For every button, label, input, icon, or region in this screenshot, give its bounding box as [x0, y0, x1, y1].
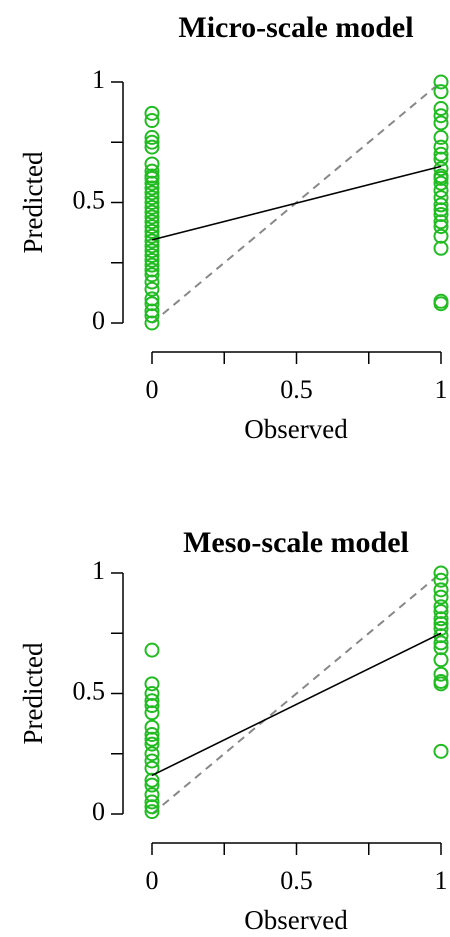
point	[144, 248, 160, 264]
x-tick-label: 1	[435, 866, 448, 895]
point	[433, 635, 449, 651]
point	[144, 139, 160, 155]
point	[433, 197, 449, 213]
point	[144, 804, 160, 820]
x-tick-label: 1	[435, 375, 448, 404]
point	[144, 257, 160, 273]
point	[144, 209, 160, 225]
point	[433, 582, 449, 598]
point	[144, 190, 160, 206]
point	[144, 185, 160, 201]
point	[144, 199, 160, 215]
point	[433, 146, 449, 162]
point	[433, 743, 449, 759]
point	[433, 620, 449, 636]
point	[144, 772, 160, 788]
point	[144, 180, 160, 196]
point	[144, 223, 160, 239]
y-tick-label: 0.5	[73, 676, 106, 705]
y-axis-label: Predicted	[18, 642, 48, 744]
point	[144, 753, 160, 769]
point	[433, 101, 449, 117]
point	[144, 252, 160, 268]
point	[144, 170, 160, 186]
point	[144, 746, 160, 762]
point	[433, 108, 449, 124]
fit-line	[151, 165, 442, 241]
chart-title: Meso-scale model	[183, 526, 409, 559]
point	[433, 129, 449, 145]
point	[144, 195, 160, 210]
x-axis-label: Observed	[244, 414, 348, 444]
point	[433, 175, 449, 191]
point	[433, 565, 449, 581]
point	[144, 731, 160, 747]
point	[433, 611, 449, 627]
point	[144, 129, 160, 145]
point	[144, 726, 160, 742]
point	[144, 175, 160, 191]
y-tick-label: 1	[92, 65, 105, 94]
point	[433, 214, 449, 230]
fit-line	[151, 632, 442, 777]
y-tick-label: 0	[92, 306, 105, 335]
y-tick-label: 0.5	[73, 185, 106, 214]
point	[144, 228, 160, 244]
point	[433, 182, 449, 198]
point	[433, 84, 449, 100]
point	[433, 115, 449, 131]
point	[144, 233, 160, 249]
point	[433, 219, 449, 235]
x-tick-label: 0.5	[280, 375, 313, 404]
point	[144, 308, 160, 324]
y-tick-label: 0	[92, 797, 105, 826]
x-axis-label: Observed	[244, 905, 348, 935]
point	[433, 666, 449, 682]
point	[144, 204, 160, 220]
point	[144, 134, 160, 150]
point	[433, 572, 449, 588]
point	[144, 698, 160, 714]
x-tick-label: 0	[146, 866, 159, 895]
point	[433, 589, 449, 605]
point	[433, 151, 449, 167]
point	[433, 74, 449, 90]
point	[144, 777, 160, 793]
reference-line	[151, 572, 442, 815]
point	[144, 267, 160, 283]
point	[144, 315, 160, 331]
point	[144, 219, 160, 235]
point	[144, 736, 160, 752]
point	[144, 113, 160, 129]
point	[144, 105, 160, 121]
point	[433, 296, 449, 312]
chart-title: Micro-scale model	[178, 11, 413, 44]
point	[433, 676, 449, 692]
point	[433, 652, 449, 668]
point	[144, 799, 160, 815]
point	[144, 676, 160, 692]
point	[144, 794, 160, 810]
point	[144, 243, 160, 259]
x-tick-label: 0	[146, 375, 159, 404]
y-tick-label: 1	[92, 556, 105, 585]
point	[144, 274, 160, 290]
x-tick-label: 0.5	[280, 866, 313, 895]
point	[144, 642, 160, 658]
point	[144, 214, 160, 230]
y-axis-label: Predicted	[18, 151, 48, 253]
point	[144, 705, 160, 721]
point	[144, 281, 160, 297]
point	[433, 240, 449, 256]
